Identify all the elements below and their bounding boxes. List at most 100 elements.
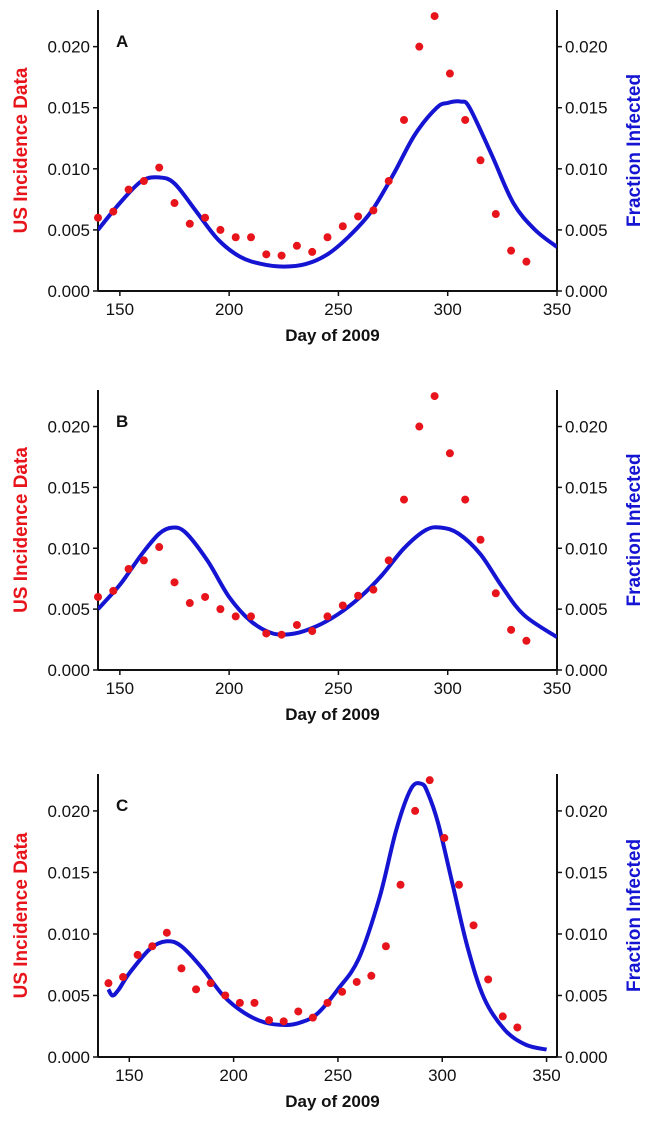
y-tick-label-left: 0.015 <box>47 99 90 118</box>
data-point <box>262 629 271 638</box>
data-point <box>177 964 186 973</box>
x-axis-title: Day of 2009 <box>285 1092 380 1111</box>
data-point <box>338 222 347 231</box>
y-tick-label-left: 0.005 <box>47 600 90 619</box>
data-point <box>476 535 485 544</box>
data-point <box>352 977 361 986</box>
data-point <box>430 12 439 21</box>
data-point <box>522 257 531 266</box>
data-point <box>430 392 439 401</box>
x-tick-label: 250 <box>324 300 352 319</box>
data-point <box>94 213 102 222</box>
y-axis-title-right: Fraction Infected <box>624 74 645 227</box>
y-tick-label-right: 0.010 <box>565 925 608 944</box>
panel-label: C <box>116 796 128 815</box>
y-tick-label-left: 0.020 <box>47 418 90 437</box>
data-point <box>162 928 171 937</box>
data-point <box>367 971 376 980</box>
data-point <box>369 206 378 215</box>
panel-label: B <box>116 412 128 431</box>
data-point <box>94 592 102 601</box>
data-point <box>400 495 408 504</box>
data-point <box>369 585 378 594</box>
y-tick-label-left: 0.000 <box>47 661 90 680</box>
data-point <box>491 210 500 219</box>
y-axis-title-right: Fraction Infected <box>624 453 645 606</box>
x-tick-label: 300 <box>434 300 462 319</box>
y-tick-label-left: 0.000 <box>47 1048 90 1067</box>
x-tick-label: 300 <box>434 679 462 698</box>
data-point <box>221 991 230 1000</box>
data-point <box>445 69 454 78</box>
data-point <box>323 233 332 242</box>
data-point <box>469 921 478 930</box>
y-tick-label-left: 0.020 <box>47 802 90 821</box>
x-tick-label: 150 <box>106 300 134 319</box>
data-point <box>104 979 113 988</box>
data-point <box>124 564 133 573</box>
data-point <box>445 449 454 458</box>
chart-panel-c: 150 200 250 300 350 0.000 0.000 0.005 0.005 0.010… <box>11 774 645 1111</box>
y-tick-label-right: 0.015 <box>565 863 608 882</box>
x-tick-label: 150 <box>115 1066 143 1085</box>
data-point <box>400 115 408 124</box>
data-point <box>491 589 500 598</box>
y-tick-label-left: 0.005 <box>47 986 90 1005</box>
y-tick-label-right: 0.005 <box>565 600 608 619</box>
y-tick-label-left: 0.010 <box>47 160 90 179</box>
data-point <box>231 612 240 621</box>
data-point <box>235 998 244 1007</box>
data-point <box>124 185 133 194</box>
y-tick-label-right: 0.000 <box>565 282 608 301</box>
data-point <box>338 987 347 996</box>
data-point <box>415 422 424 431</box>
data-point <box>323 998 332 1007</box>
data-point <box>411 806 420 815</box>
y-tick-label-right: 0.000 <box>565 1048 608 1067</box>
data-point <box>265 1016 274 1025</box>
data-point <box>384 177 393 186</box>
x-tick-label: 350 <box>543 679 571 698</box>
data-point <box>440 833 449 842</box>
data-point <box>498 1012 507 1021</box>
y-tick-label-left: 0.020 <box>47 38 90 57</box>
data-point <box>250 998 259 1007</box>
data-point <box>148 942 157 951</box>
data-point <box>308 1013 317 1022</box>
y-tick-label-left: 0.015 <box>47 478 90 497</box>
data-point <box>381 942 390 951</box>
x-tick-label: 150 <box>106 679 134 698</box>
data-point <box>476 156 485 165</box>
data-point <box>461 115 470 124</box>
data-point <box>170 578 179 587</box>
x-axis-title: Day of 2009 <box>285 326 380 345</box>
y-tick-label-left: 0.010 <box>47 925 90 944</box>
y-axis-title-left: US Incidence Data <box>11 447 32 613</box>
x-tick-label: 350 <box>543 300 571 319</box>
data-point <box>396 880 405 889</box>
y-tick-label-right: 0.020 <box>565 38 608 57</box>
data-point <box>247 233 255 242</box>
x-tick-label: 300 <box>428 1066 456 1085</box>
y-axis-title-left: US Incidence Data <box>11 67 32 233</box>
x-tick-label: 250 <box>324 679 352 698</box>
data-point <box>155 163 164 172</box>
data-point <box>292 241 301 250</box>
data-point <box>507 625 516 634</box>
data-point <box>277 630 286 639</box>
data-point <box>338 601 347 610</box>
data-point <box>139 556 148 565</box>
data-point <box>155 543 164 552</box>
data-point <box>308 247 317 256</box>
model-curve <box>98 525 557 639</box>
y-tick-label-left: 0.015 <box>47 863 90 882</box>
x-axis-title: Day of 2009 <box>285 705 380 724</box>
data-point <box>354 591 363 600</box>
data-point <box>484 975 493 984</box>
x-tick-label: 200 <box>219 1066 247 1085</box>
x-tick-label: 250 <box>324 1066 352 1085</box>
data-point <box>109 586 118 595</box>
data-point <box>109 207 118 216</box>
